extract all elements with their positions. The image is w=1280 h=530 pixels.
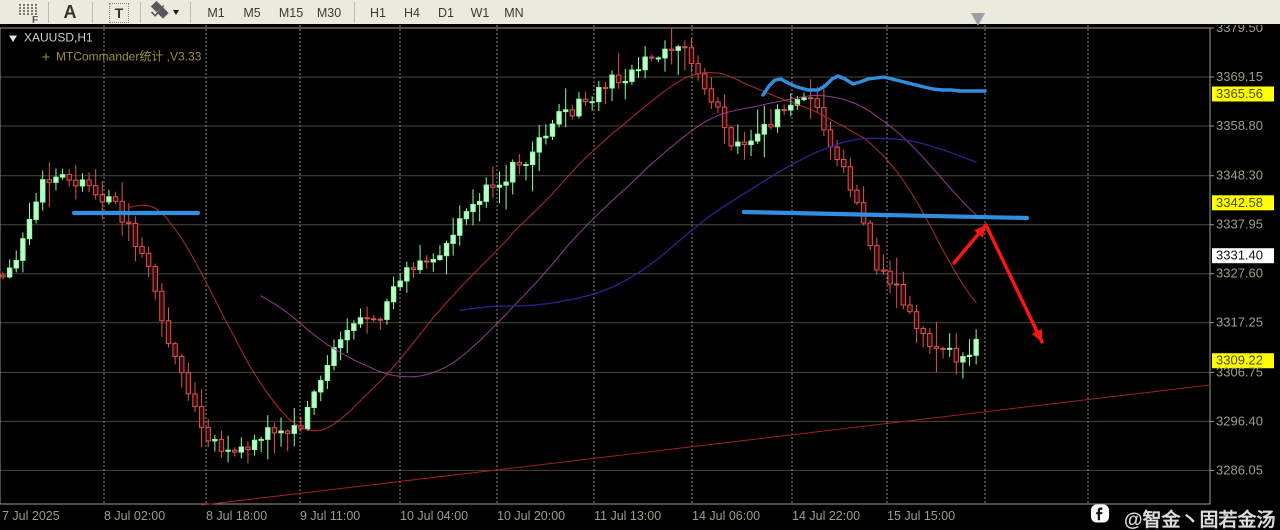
svg-text:3286.05: 3286.05 bbox=[1216, 462, 1263, 477]
svg-text:MTCommander统计 ,V3.33: MTCommander统计 ,V3.33 bbox=[56, 50, 202, 64]
svg-text:8 Jul 18:00: 8 Jul 18:00 bbox=[206, 509, 267, 523]
svg-text:3348.30: 3348.30 bbox=[1216, 168, 1263, 183]
svg-text:11 Jul 13:00: 11 Jul 13:00 bbox=[594, 509, 661, 523]
svg-text:3296.40: 3296.40 bbox=[1216, 413, 1263, 428]
svg-text:7 Jul 2025: 7 Jul 2025 bbox=[2, 509, 60, 523]
svg-text:10 Jul 04:00: 10 Jul 04:00 bbox=[400, 509, 468, 523]
svg-text:3306.75: 3306.75 bbox=[1216, 364, 1263, 379]
svg-text:3337.95: 3337.95 bbox=[1216, 217, 1263, 232]
svg-text:3358.80: 3358.80 bbox=[1216, 118, 1263, 133]
svg-text:14 Jul 22:00: 14 Jul 22:00 bbox=[792, 509, 860, 523]
svg-text:9 Jul 11:00: 9 Jul 11:00 bbox=[300, 509, 360, 523]
svg-text:3369.15: 3369.15 bbox=[1216, 69, 1263, 84]
svg-text:3342.58: 3342.58 bbox=[1216, 195, 1263, 210]
svg-text:3327.60: 3327.60 bbox=[1216, 266, 1263, 281]
svg-text:14 Jul 06:00: 14 Jul 06:00 bbox=[692, 509, 760, 523]
svg-text:3379.50: 3379.50 bbox=[1216, 25, 1263, 35]
svg-text:10 Jul 20:00: 10 Jul 20:00 bbox=[497, 509, 565, 523]
svg-text:XAUUSD,H1: XAUUSD,H1 bbox=[24, 31, 93, 45]
svg-text:3365.56: 3365.56 bbox=[1216, 86, 1263, 101]
svg-text:8 Jul 02:00: 8 Jul 02:00 bbox=[104, 509, 165, 523]
svg-text:15 Jul 15:00: 15 Jul 15:00 bbox=[887, 509, 955, 523]
svg-text:3331.40: 3331.40 bbox=[1216, 248, 1263, 263]
svg-text:@智金丶固若金汤: @智金丶固若金汤 bbox=[1124, 508, 1276, 530]
svg-text:3317.25: 3317.25 bbox=[1216, 315, 1263, 330]
